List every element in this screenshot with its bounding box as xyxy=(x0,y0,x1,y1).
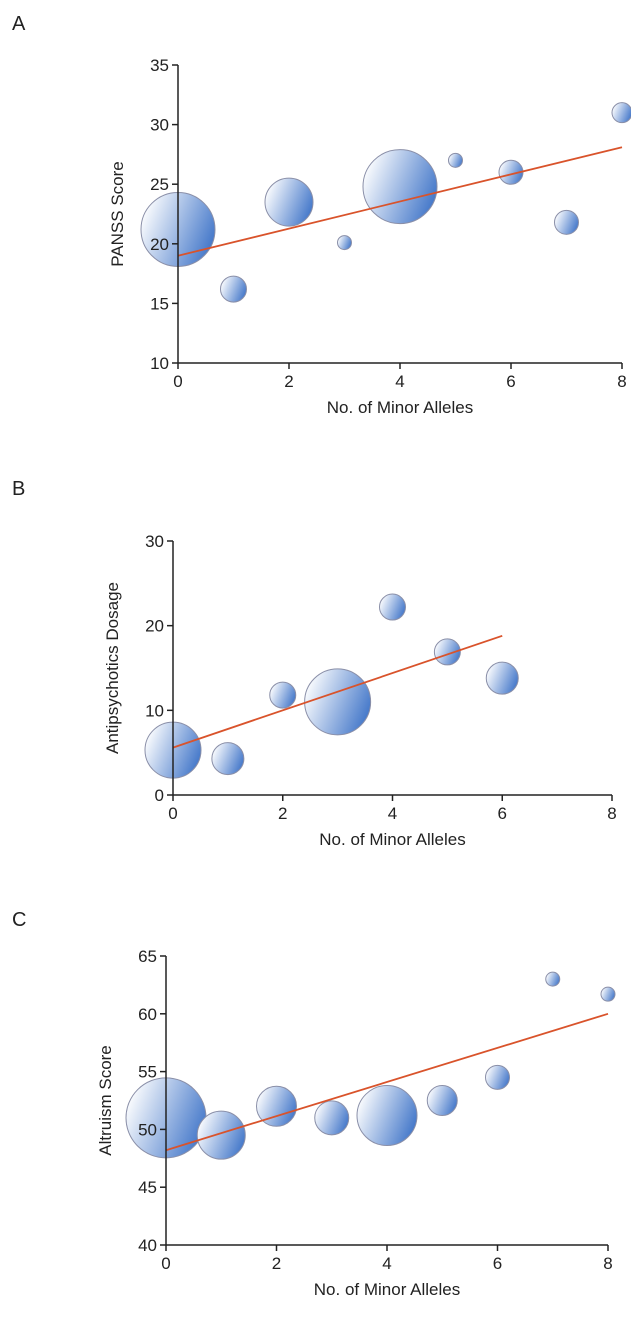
x-tick-label: 8 xyxy=(603,1254,612,1273)
bubble xyxy=(356,1085,418,1147)
bubble xyxy=(269,681,297,709)
bubble xyxy=(433,638,461,666)
x-tick-label: 6 xyxy=(498,804,507,823)
x-tick-label: 0 xyxy=(173,372,182,391)
trend-line xyxy=(165,1012,609,1152)
panel-label: C xyxy=(12,909,26,931)
bubble xyxy=(337,235,352,251)
x-tick-label: 6 xyxy=(506,372,515,391)
y-tick-label: 15 xyxy=(150,294,169,313)
x-tick-label: 2 xyxy=(278,804,287,823)
y-tick-label: 45 xyxy=(138,1178,157,1197)
bubble xyxy=(485,661,519,695)
bubble xyxy=(211,742,245,776)
y-tick-label: 55 xyxy=(138,1063,157,1082)
y-tick-label: 0 xyxy=(155,786,164,805)
bubble xyxy=(220,275,247,303)
y-tick-label: 65 xyxy=(138,947,157,966)
x-tick-label: 2 xyxy=(284,372,293,391)
panel-label: B xyxy=(12,478,25,500)
x-axis-title: No. of Minor Alleles xyxy=(314,1280,460,1299)
y-tick-label: 60 xyxy=(138,1005,157,1024)
bubble xyxy=(264,177,314,227)
y-tick-label: 10 xyxy=(145,701,164,720)
x-tick-label: 0 xyxy=(161,1254,170,1273)
bubble xyxy=(196,1110,246,1160)
x-tick-label: 8 xyxy=(617,372,626,391)
bubble xyxy=(600,986,616,1002)
bubble xyxy=(611,102,631,124)
y-axis-title: Antipsychotics Dosage xyxy=(103,582,122,754)
y-tick-label: 40 xyxy=(138,1236,157,1255)
y-axis-title: PANSS Score xyxy=(108,161,127,267)
y-tick-label: 35 xyxy=(150,56,169,75)
panel-label: A xyxy=(12,13,26,35)
y-axis-title: Altruism Score xyxy=(96,1045,115,1156)
y-tick-label: 20 xyxy=(150,235,169,254)
x-tick-label: 4 xyxy=(382,1254,391,1273)
bubble xyxy=(554,209,579,235)
bubble xyxy=(379,593,406,621)
bubble xyxy=(304,668,372,736)
bubble xyxy=(362,149,438,225)
x-axis-title: No. of Minor Alleles xyxy=(319,830,465,849)
x-tick-label: 0 xyxy=(168,804,177,823)
x-tick-label: 4 xyxy=(388,804,397,823)
y-tick-label: 10 xyxy=(150,354,169,373)
y-tick-label: 30 xyxy=(150,116,169,135)
x-axis-title: No. of Minor Alleles xyxy=(327,398,473,417)
x-tick-label: 6 xyxy=(493,1254,502,1273)
y-tick-label: 25 xyxy=(150,175,169,194)
bubble xyxy=(448,152,463,168)
x-tick-label: 4 xyxy=(395,372,404,391)
bubble xyxy=(426,1085,458,1116)
y-tick-label: 20 xyxy=(145,617,164,636)
y-tick-label: 50 xyxy=(138,1120,157,1139)
trend-line xyxy=(172,634,503,749)
trend-line xyxy=(177,146,623,257)
y-tick-label: 30 xyxy=(145,532,164,551)
bubble xyxy=(314,1100,350,1136)
bubble xyxy=(485,1064,510,1090)
x-tick-label: 8 xyxy=(607,804,616,823)
bubble xyxy=(256,1085,297,1127)
x-tick-label: 2 xyxy=(272,1254,281,1273)
bubble xyxy=(545,971,561,987)
